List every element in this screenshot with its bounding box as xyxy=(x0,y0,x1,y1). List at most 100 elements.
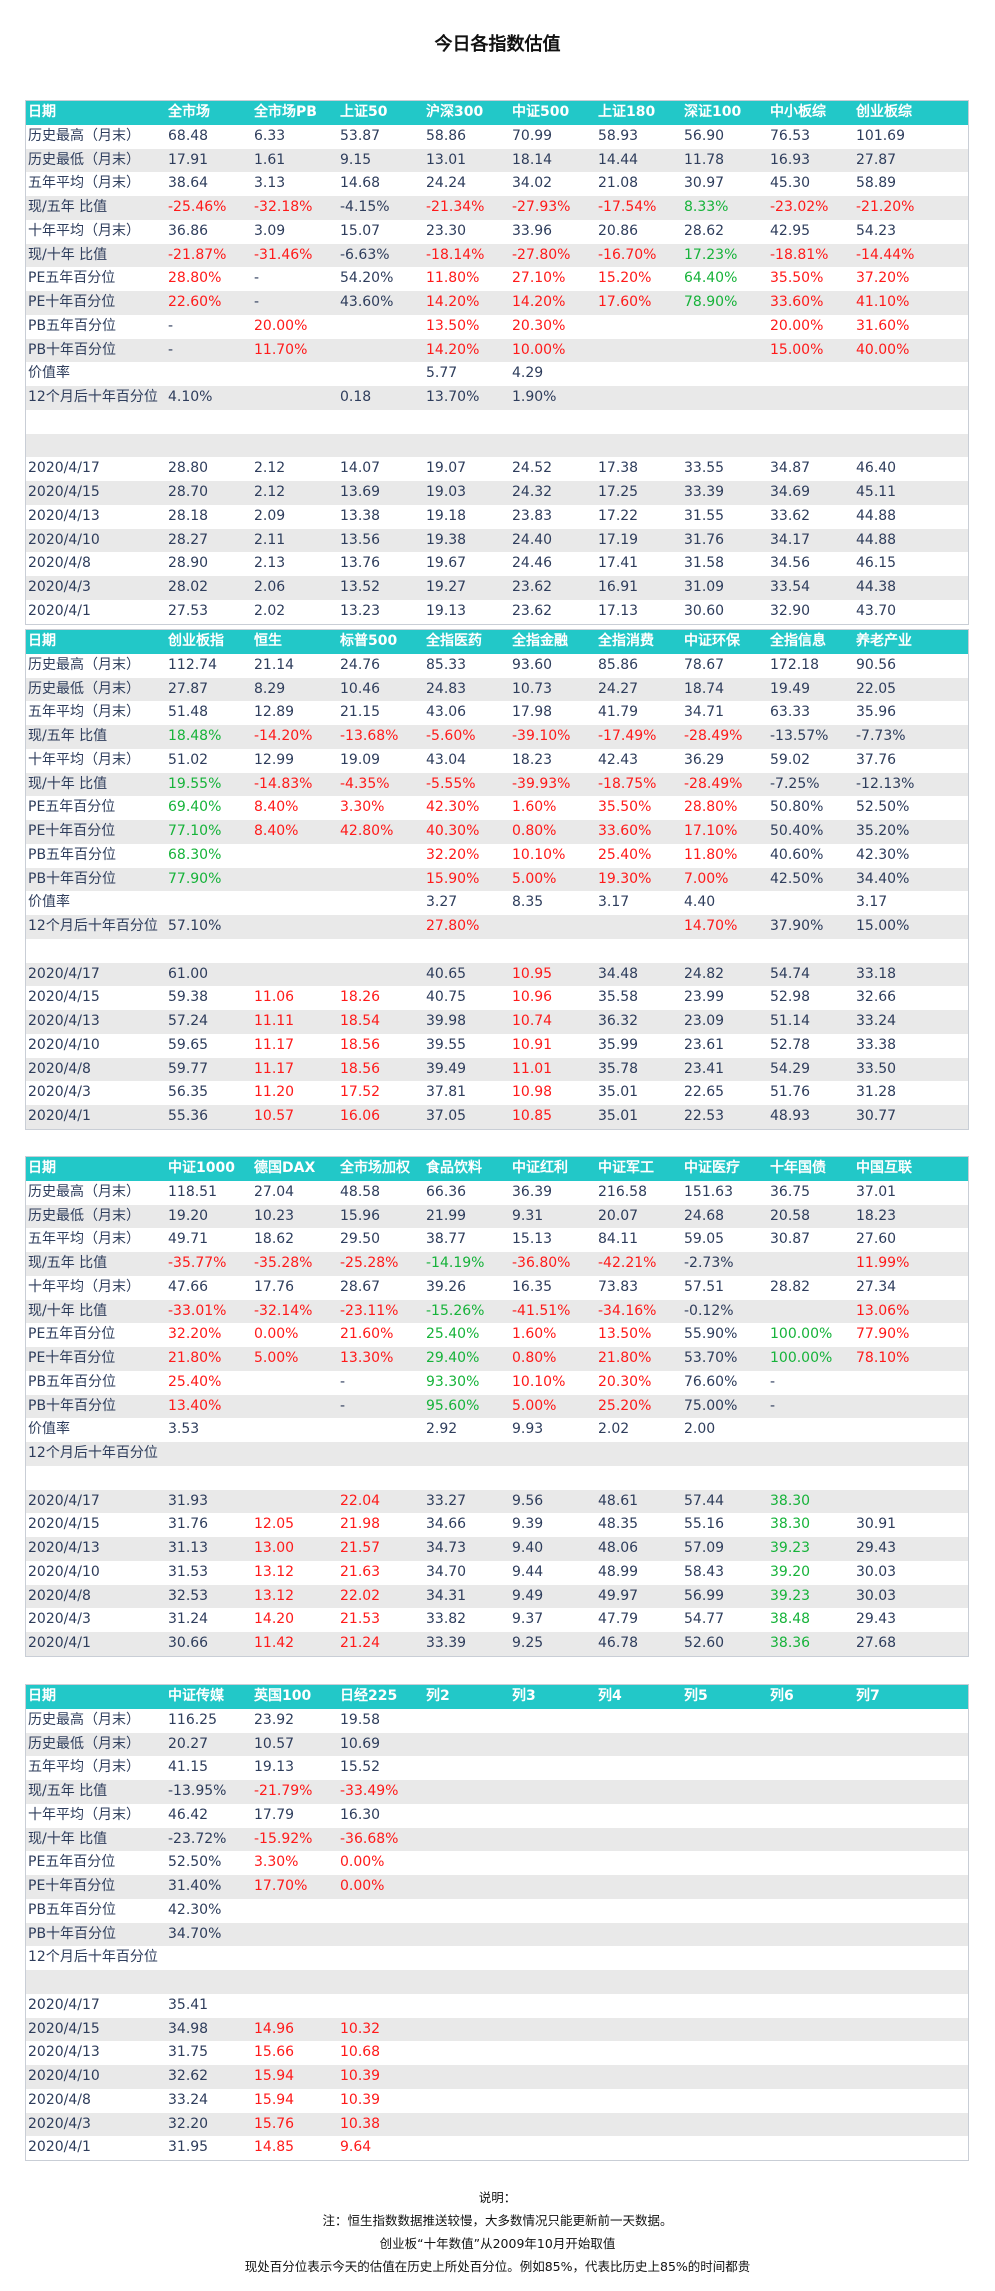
table-row: 2020/4/8 59.77 11.17 18.56 39.49 11.01 35.78 23… xyxy=(26,1057,968,1082)
table-cell: 21.99 xyxy=(426,1207,467,1224)
table-cell: 34.56 xyxy=(770,555,811,572)
table-cell: 35.78 xyxy=(598,1060,639,1077)
table-cell: 42.30% xyxy=(426,799,480,816)
table-cell xyxy=(254,963,340,987)
row-label: 历史最高（月末） xyxy=(28,1711,140,1728)
table-cell: 28.80% xyxy=(684,799,738,816)
table-cell xyxy=(512,410,598,434)
table-cell xyxy=(512,1780,598,1804)
table-row: PE五年百分位 69.40% 8.40% 3.30% 42.30% 1.60% 35.50%… xyxy=(26,796,968,820)
table-cell xyxy=(340,1899,426,1923)
table-cell: 29.50 xyxy=(340,1231,381,1248)
table-cell: 10.96 xyxy=(512,989,553,1006)
table-cell: -17.49% xyxy=(598,728,657,744)
table-row: PB十年百分位 - 11.70% 14.20% 10.00% 15.00% 40.00% xyxy=(26,338,968,363)
table-cell xyxy=(684,2089,770,2113)
table-cell: 11.11 xyxy=(254,1013,295,1029)
table-cell: 35.50% xyxy=(770,270,824,287)
table-cell xyxy=(770,1875,856,1899)
table-cell: -28.49% xyxy=(684,728,743,744)
table-cell xyxy=(426,1780,512,1804)
table-cell: 33.39 xyxy=(426,1635,467,1651)
table-cell: - xyxy=(254,294,260,310)
table-cell: 40.00% xyxy=(856,341,910,358)
header-index: 中小板综 xyxy=(770,104,826,120)
table-cell xyxy=(426,1804,512,1828)
table-cell xyxy=(684,1851,770,1875)
table-cell: 10.57 xyxy=(254,1735,295,1752)
table-cell xyxy=(512,434,598,458)
table-cell xyxy=(856,1875,942,1899)
table-cell: 56.99 xyxy=(684,1587,725,1604)
table-cell: 35.50% xyxy=(598,799,652,816)
table-cell: 21.15 xyxy=(340,704,381,721)
table-cell: -18.81% xyxy=(770,246,829,263)
table-cell: 39.23 xyxy=(770,1540,811,1556)
table-cell: 25.20% xyxy=(598,1397,652,1414)
table-cell xyxy=(856,1466,942,1490)
row-label: 历史最低（月末） xyxy=(28,1735,140,1752)
header-index: 食品饮料 xyxy=(426,1160,482,1176)
table-cell: 23.41 xyxy=(684,1060,725,1077)
table-cell: 13.76 xyxy=(340,555,381,572)
header-index: 十年国债 xyxy=(770,1160,826,1176)
table-cell xyxy=(512,1804,598,1828)
table-cell: 37.20% xyxy=(856,270,910,287)
table-row: 十年平均（月末） 51.02 12.99 19.09 43.04 18.23 42.43 36… xyxy=(26,749,968,773)
table-cell: 38.48 xyxy=(770,1611,811,1628)
table-cell: 10.00% xyxy=(512,341,566,358)
table-cell: 54.20% xyxy=(340,270,394,287)
table-row: 十年平均（月末） 46.42 17.79 16.30 xyxy=(26,1804,968,1828)
table-cell: 3.30% xyxy=(340,799,385,816)
table-cell xyxy=(598,386,684,410)
table-cell xyxy=(684,1780,770,1804)
table-cell: 48.61 xyxy=(598,1492,639,1509)
row-label xyxy=(26,1970,168,1994)
table-cell: 21.63 xyxy=(340,1563,381,1580)
table-cell xyxy=(254,915,340,939)
row-label: PE五年百分位 xyxy=(28,1854,116,1871)
table-cell: 31.53 xyxy=(168,1563,209,1580)
table-cell: -21.79% xyxy=(254,1783,313,1799)
row-label: 2020/4/15 xyxy=(28,2020,100,2037)
table-header-row: 日期 中证1000 德国DAX 全市场加权 食品饮料 中证红利 中证军工 中证医疗 十年国债 中国… xyxy=(26,1157,968,1181)
table-cell: 95.60% xyxy=(426,1397,480,1414)
table-cell xyxy=(684,315,770,339)
table-cell: 33.39 xyxy=(684,484,725,500)
valuation-table-1: 日期 全市场 全市场PB 上证50 沪深300 中证500 上证180 深证100 中小板综 创业… xyxy=(25,100,969,625)
table-cell xyxy=(856,410,942,434)
header-index: 列5 xyxy=(684,1688,708,1704)
table-cell: 21.80% xyxy=(598,1350,652,1366)
table-cell xyxy=(684,2113,770,2137)
table-cell: 43.06 xyxy=(426,704,467,721)
row-label: 十年平均（月末） xyxy=(28,222,140,239)
table-cell: 54.74 xyxy=(770,965,811,982)
header-index: 创业板指 xyxy=(168,633,224,649)
table-cell xyxy=(684,1466,770,1490)
table-row: 2020/4/15 34.98 14.96 10.32 xyxy=(26,2017,968,2042)
table-cell: 40.60% xyxy=(770,846,824,863)
table-cell: 52.50% xyxy=(168,1854,222,1871)
table-cell xyxy=(856,362,942,386)
table-cell: 19.27 xyxy=(426,579,467,595)
table-cell: 34.70% xyxy=(168,1925,222,1942)
note-hang-seng: 注：恒生指数数据推送较慢，大多数情况只能更新前一天数据。 xyxy=(322,2213,673,2228)
table-cell: 13.38 xyxy=(340,507,381,524)
table-row: 2020/4/8 32.53 13.12 22.02 34.31 9.49 49.97 56.… xyxy=(26,1584,968,1609)
table-cell: 34.31 xyxy=(426,1587,467,1604)
table-cell xyxy=(512,1875,598,1899)
table-cell xyxy=(684,1709,770,1733)
table-cell: 20.07 xyxy=(598,1207,639,1224)
table-cell xyxy=(598,1875,684,1899)
table-cell xyxy=(684,339,770,363)
table-cell xyxy=(598,1828,684,1852)
table-cell: 20.00% xyxy=(770,317,824,334)
table-cell xyxy=(856,386,942,410)
table-cell: -18.14% xyxy=(426,246,485,263)
table-cell: 3.27 xyxy=(426,894,458,911)
table-cell xyxy=(254,1466,340,1490)
table-cell: 19.03 xyxy=(426,484,467,500)
table-cell: 58.89 xyxy=(856,175,897,192)
table-cell: 11.70% xyxy=(254,341,308,358)
table-row: 12个月后十年百分位 57.10% 27.80% 14.70% 37.90% 15.00% xyxy=(26,915,968,939)
